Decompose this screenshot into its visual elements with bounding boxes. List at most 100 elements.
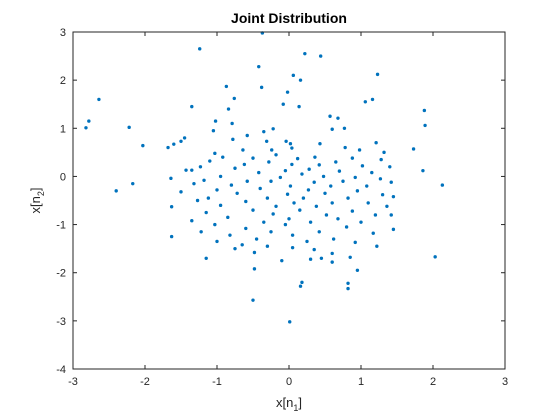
- scatter-point: [232, 96, 236, 101]
- y-tick-label: 0: [60, 171, 66, 183]
- scatter-point: [330, 251, 334, 256]
- scatter-point: [301, 196, 306, 200]
- scatter-point: [198, 165, 203, 169]
- scatter-point: [215, 188, 219, 192]
- scatter-point: [84, 126, 88, 130]
- scatter-point: [199, 230, 203, 234]
- scatter-point: [131, 181, 135, 186]
- scatter-point: [317, 230, 321, 234]
- scatter-point: [213, 151, 217, 156]
- x-axis-label: x[n1]: [276, 395, 302, 413]
- scatter-point: [257, 64, 261, 69]
- scatter-point: [346, 196, 350, 200]
- scatter-point: [257, 170, 261, 175]
- y-axis-label: x[n2]: [28, 188, 46, 214]
- scatter-point: [230, 121, 234, 126]
- scatter-point: [318, 141, 322, 146]
- scatter-point: [285, 192, 290, 196]
- scatter-point: [290, 233, 295, 237]
- scatter-point: [269, 230, 273, 234]
- scatter-point: [308, 257, 313, 261]
- scatter-point: [204, 256, 208, 260]
- scatter-point: [357, 148, 362, 152]
- scatter-point: [172, 142, 176, 146]
- scatter-point: [314, 204, 319, 208]
- scatter-point: [262, 129, 266, 134]
- scatter-point: [391, 227, 396, 232]
- scatter-point: [229, 183, 234, 187]
- scatter-point: [287, 217, 291, 221]
- scatter-point: [391, 194, 396, 199]
- scatter-point: [317, 163, 321, 167]
- scatter-point: [318, 54, 323, 58]
- scatter-point: [274, 204, 278, 208]
- scatter-point: [363, 100, 368, 104]
- scatter-point: [313, 155, 317, 159]
- scatter-point: [218, 203, 223, 208]
- scatter-point: [114, 189, 118, 193]
- scatter-point: [127, 125, 131, 130]
- scatter-point: [280, 258, 284, 263]
- scatter-point: [336, 116, 340, 120]
- y-tick-label: -3: [56, 316, 66, 328]
- scatter-point: [374, 141, 378, 145]
- scatter-point: [300, 280, 304, 285]
- scatter-point: [350, 156, 355, 160]
- scatter-point: [346, 281, 350, 286]
- scatter-point: [195, 198, 200, 203]
- scatter-point: [252, 250, 257, 255]
- scatter-point: [375, 72, 380, 77]
- scatter-point: [283, 222, 288, 227]
- scatter-point: [423, 123, 427, 128]
- scatter-point: [321, 174, 326, 179]
- scatter-point: [440, 183, 445, 187]
- x-axis-label-close: ]: [298, 395, 302, 410]
- scatter-point: [251, 156, 255, 160]
- scatter-point: [342, 126, 347, 130]
- scatter-point: [350, 209, 355, 213]
- y-tick-label: -2: [56, 268, 66, 280]
- scatter-point: [334, 160, 338, 164]
- scatter-point: [233, 246, 237, 251]
- scatter-point: [292, 201, 296, 205]
- scatter-point: [378, 177, 383, 181]
- x-tick-label: 3: [502, 376, 508, 388]
- scatter-point: [208, 159, 212, 163]
- scatter-point: [295, 156, 300, 161]
- scatter-point: [305, 239, 309, 244]
- scatter-point: [97, 97, 101, 102]
- scatter-point: [323, 191, 327, 195]
- scatter-point: [359, 220, 363, 224]
- scatter-point: [184, 168, 188, 172]
- scatter-point: [169, 205, 174, 209]
- scatter-point: [190, 104, 194, 109]
- scatter-point: [343, 145, 347, 150]
- scatter-point: [290, 162, 294, 167]
- scatter-point: [308, 220, 313, 224]
- scatter-point: [251, 208, 255, 212]
- markers-layer: [84, 31, 445, 324]
- scatter-point: [290, 245, 295, 250]
- scatter-point: [303, 51, 307, 56]
- scatter-point: [206, 196, 211, 200]
- scatter-point: [192, 181, 196, 186]
- scatter-point: [190, 219, 194, 223]
- scatter-point: [355, 189, 360, 193]
- scatter-point: [258, 186, 262, 191]
- scatter-point: [421, 168, 425, 173]
- scatter-point: [213, 119, 218, 123]
- scatter-point: [270, 148, 274, 152]
- x-tick-label: 2: [430, 376, 436, 388]
- scatter-point: [190, 168, 194, 172]
- y-axis-label-close: ]: [28, 188, 43, 192]
- scatter-point: [370, 170, 374, 175]
- scatter-point: [224, 84, 229, 89]
- scatter-point: [285, 90, 290, 94]
- scatter-point: [298, 284, 303, 288]
- scatter-point: [169, 176, 173, 181]
- scatter-point: [360, 164, 365, 168]
- scatter-point: [259, 85, 264, 90]
